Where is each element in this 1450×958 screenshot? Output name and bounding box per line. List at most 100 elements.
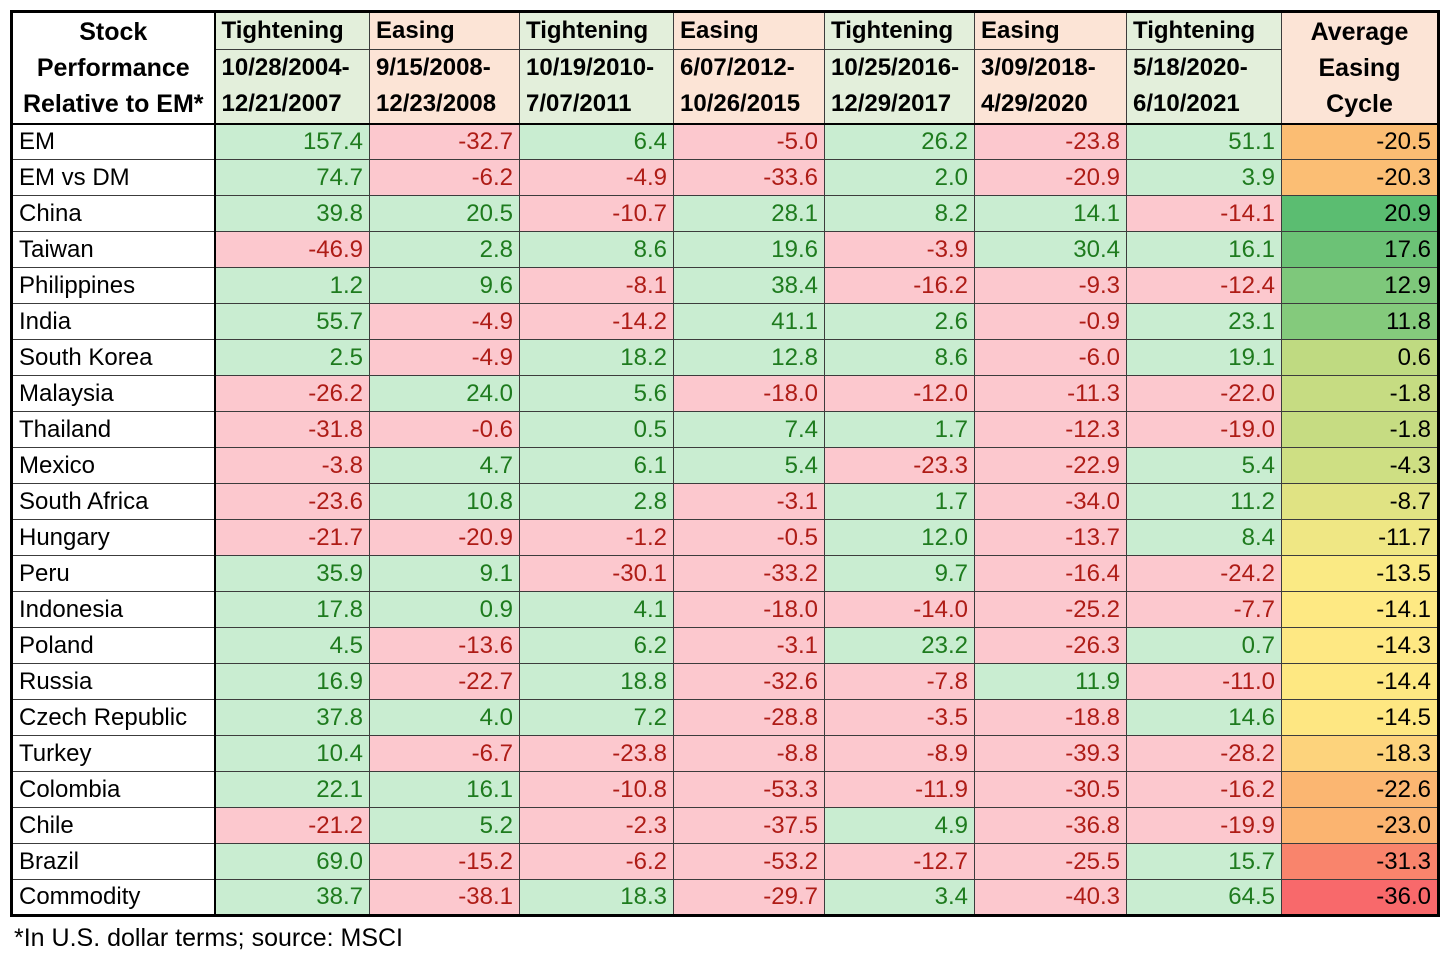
average-cell: -20.5 (1281, 122, 1439, 160)
value-cell: -29.7 (673, 879, 825, 916)
value-cell: 0.5 (519, 411, 674, 448)
value-cell: -23.8 (519, 735, 674, 772)
average-cell: -13.5 (1281, 555, 1439, 592)
value-cell: 17.8 (214, 591, 370, 628)
value-cell: -32.7 (369, 122, 520, 160)
average-cell: -11.7 (1281, 519, 1439, 556)
value-cell: 9.7 (824, 555, 975, 592)
value-cell: -40.3 (974, 879, 1127, 916)
value-cell: 9.1 (369, 555, 520, 592)
value-cell: 7.4 (673, 411, 825, 448)
date-start: 9/15/2008- (376, 54, 491, 82)
date-start: 3/09/2018- (981, 54, 1096, 82)
value-cell: -32.6 (673, 663, 825, 700)
value-cell: -3.9 (824, 231, 975, 268)
row-label: South Korea (11, 339, 216, 376)
value-cell: -14.0 (824, 591, 975, 628)
value-cell: -20.9 (974, 159, 1127, 196)
phase-header-4: Easing (673, 11, 825, 50)
value-cell: -53.2 (673, 843, 825, 880)
value-cell: -18.0 (673, 375, 825, 412)
table-row: Brazil 69.0 -15.2 -6.2 -53.2 -12.7 -25.5 15.7 -3… (11, 843, 1439, 880)
table-row: Hungary -21.7 -20.9 -1.2 -0.5 12.0 -13.7 8.4 -11… (11, 519, 1439, 556)
value-cell: 8.6 (519, 231, 674, 268)
date-header-4: 6/07/2012- 10/26/2015 (673, 49, 825, 124)
average-cell: -23.0 (1281, 807, 1439, 844)
value-cell: -2.3 (519, 807, 674, 844)
value-cell: -10.7 (519, 195, 674, 232)
value-cell: 24.0 (369, 375, 520, 412)
value-cell: 15.7 (1126, 843, 1282, 880)
table-row: Taiwan -46.9 2.8 8.6 19.6 -3.9 30.4 16.1 17.6 (11, 231, 1439, 268)
value-cell: 23.1 (1126, 303, 1282, 340)
value-cell: 51.1 (1126, 122, 1282, 160)
average-cell: -14.4 (1281, 663, 1439, 700)
average-cell: -14.5 (1281, 699, 1439, 736)
value-cell: -6.2 (519, 843, 674, 880)
average-header-line2: Easing Cycle (1318, 53, 1401, 118)
value-cell: 18.3 (519, 879, 674, 916)
value-cell: -26.2 (214, 375, 370, 412)
value-cell: -13.7 (974, 519, 1127, 556)
average-cell: -18.3 (1281, 735, 1439, 772)
value-cell: -26.3 (974, 627, 1127, 664)
value-cell: 1.2 (214, 267, 370, 304)
value-cell: 16.1 (1126, 231, 1282, 268)
value-cell: 5.4 (673, 447, 825, 484)
value-cell: 157.4 (214, 122, 370, 160)
value-cell: -16.2 (824, 267, 975, 304)
average-cell: 11.8 (1281, 303, 1439, 340)
value-cell: -16.2 (1126, 771, 1282, 808)
value-cell: 18.2 (519, 339, 674, 376)
value-cell: -31.8 (214, 411, 370, 448)
value-cell: 19.6 (673, 231, 825, 268)
table-title: Stock Performance Relative to EM* (11, 11, 216, 124)
value-cell: -22.7 (369, 663, 520, 700)
value-cell: -18.0 (673, 591, 825, 628)
value-cell: 74.7 (214, 159, 370, 196)
table-row: South Africa -23.6 10.8 2.8 -3.1 1.7 -34.0 11.2… (11, 483, 1439, 520)
value-cell: -21.7 (214, 519, 370, 556)
table-body: EM 157.4 -32.7 6.4 -5.0 26.2 -23.8 51.1 -20.5 EM … (11, 122, 1439, 916)
value-cell: 19.1 (1126, 339, 1282, 376)
table-row: Philippines 1.2 9.6 -8.1 38.4 -16.2 -9.3 -12.4 1… (11, 267, 1439, 304)
row-label: EM vs DM (11, 159, 216, 196)
value-cell: 69.0 (214, 843, 370, 880)
value-cell: -14.2 (519, 303, 674, 340)
row-label: Poland (11, 627, 216, 664)
value-cell: -30.5 (974, 771, 1127, 808)
value-cell: 1.7 (824, 411, 975, 448)
value-cell: 0.9 (369, 591, 520, 628)
value-cell: -14.1 (1126, 195, 1282, 232)
value-cell: 11.9 (974, 663, 1127, 700)
average-cell: -14.3 (1281, 627, 1439, 664)
date-header-6: 3/09/2018- 4/29/2020 (974, 49, 1127, 124)
average-cell: -1.8 (1281, 375, 1439, 412)
value-cell: 6.1 (519, 447, 674, 484)
value-cell: -11.9 (824, 771, 975, 808)
value-cell: 0.7 (1126, 627, 1282, 664)
value-cell: -28.2 (1126, 735, 1282, 772)
date-end: 10/26/2015 (680, 90, 801, 118)
phase-header-7: Tightening (1126, 11, 1282, 50)
average-cell: 20.9 (1281, 195, 1439, 232)
phase-header-6: Easing (974, 11, 1127, 50)
value-cell: -8.1 (519, 267, 674, 304)
row-label: Mexico (11, 447, 216, 484)
value-cell: -4.9 (369, 339, 520, 376)
table-header: Stock Performance Relative to EM* Tighten… (11, 11, 1439, 124)
value-cell: -13.6 (369, 627, 520, 664)
table-row: Chile -21.2 5.2 -2.3 -37.5 4.9 -36.8 -19.9 -23.0 (11, 807, 1439, 844)
value-cell: 12.8 (673, 339, 825, 376)
date-header-3: 10/19/2010- 7/07/2011 (519, 49, 674, 124)
row-label: Hungary (11, 519, 216, 556)
table-row: Russia 16.9 -22.7 18.8 -32.6 -7.8 11.9 -11.0 -14… (11, 663, 1439, 700)
value-cell: 4.5 (214, 627, 370, 664)
date-end: 12/29/2017 (831, 90, 952, 118)
average-cell: -31.3 (1281, 843, 1439, 880)
value-cell: -1.2 (519, 519, 674, 556)
value-cell: -11.3 (974, 375, 1127, 412)
value-cell: -30.1 (519, 555, 674, 592)
value-cell: -23.6 (214, 483, 370, 520)
